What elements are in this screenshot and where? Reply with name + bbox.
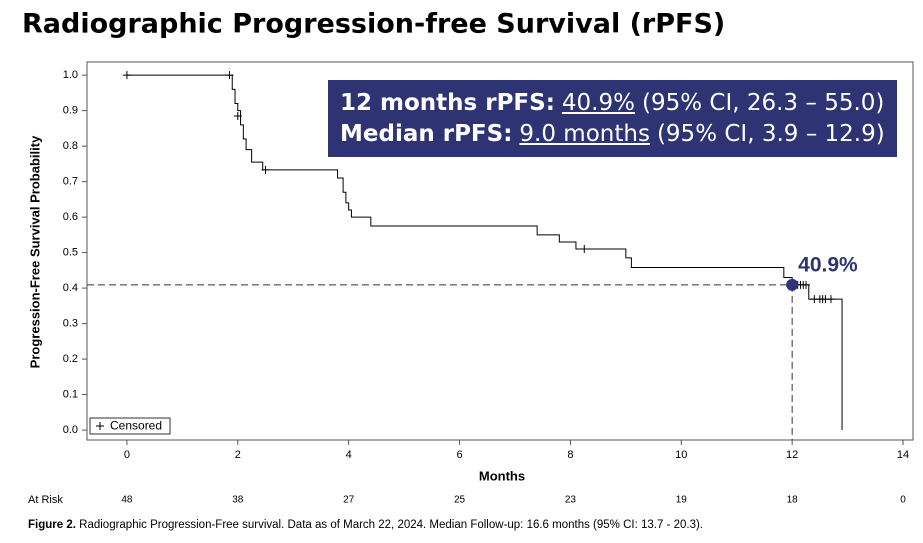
info-line: Median rPFS: 9.0 months (95% CI, 3.9 – 12.… <box>340 119 897 150</box>
y-tick-label: 0.9 <box>63 105 78 117</box>
censor-mark <box>122 71 131 80</box>
at-risk-value: 48 <box>121 495 133 506</box>
censor-mark <box>802 280 811 289</box>
x-tick-label: 4 <box>346 449 352 461</box>
y-tick-label: 0.2 <box>63 353 78 365</box>
highlight-label: 40.9% <box>798 253 858 276</box>
censor-mark <box>580 245 589 254</box>
x-tick-label: 2 <box>235 449 241 461</box>
y-tick-label: 0.5 <box>63 247 78 259</box>
legend-label: Censored <box>110 419 162 433</box>
info-line: 12 months rPFS: 40.9% (95% CI, 26.3 – 55.0… <box>340 88 897 119</box>
y-tick-label: 0.1 <box>63 388 78 400</box>
info-text: Median rPFS: <box>340 121 513 147</box>
x-tick-label: 0 <box>124 449 130 461</box>
info-text: 40.9% <box>561 90 635 116</box>
info-text: (95% CI, 3.9 – 12.9) <box>656 121 885 147</box>
at-risk-value: 23 <box>565 495 577 506</box>
y-tick-label: 0.3 <box>63 317 78 329</box>
x-tick-label: 6 <box>456 449 462 461</box>
legend-symbol <box>96 422 104 430</box>
caption: Figure 2. Radiographic Progression-Free … <box>28 519 703 531</box>
info-text: (95% CI, 26.3 – 55.0) <box>641 90 885 116</box>
info-text: 12 months rPFS: <box>340 90 555 116</box>
y-tick-label: 0.8 <box>63 140 78 152</box>
x-tick-label: 12 <box>786 449 798 461</box>
censor-mark <box>225 71 234 80</box>
survival-curve <box>126 74 843 431</box>
caption-text: Radiographic Progression-Free survival. … <box>79 519 703 531</box>
info-box: 12 months rPFS: 40.9% (95% CI, 26.3 – 55.0… <box>328 80 897 157</box>
censor-mark <box>261 165 270 174</box>
y-tick-label: 0.7 <box>63 176 78 188</box>
at-risk-value: 27 <box>343 495 355 506</box>
x-axis-label: Months <box>479 468 525 483</box>
chart-title: Radiographic Progression-free Survival (… <box>22 9 725 40</box>
y-tick-label: 0.0 <box>63 424 78 436</box>
censor-mark <box>826 295 835 304</box>
censor-mark <box>233 111 242 120</box>
at-risk-value: 25 <box>454 495 466 506</box>
legend-box <box>89 417 171 435</box>
y-axis-label: Progression-Free Survival Probability <box>27 135 42 368</box>
x-tick-label: 8 <box>567 449 573 461</box>
highlight-point <box>786 278 799 291</box>
x-tick-label: 14 <box>897 449 909 461</box>
y-tick-label: 0.4 <box>63 282 78 294</box>
plot-frame <box>86 61 914 441</box>
at-risk-value: 0 <box>900 495 906 506</box>
info-text: 9.0 months <box>519 121 650 147</box>
at-risk-value: 19 <box>676 495 688 506</box>
caption-lead: Figure 2. <box>28 519 76 531</box>
at-risk-value: 38 <box>232 495 244 506</box>
x-tick-label: 10 <box>675 449 687 461</box>
y-tick-label: 1.0 <box>63 69 78 81</box>
at-risk-label: At Risk <box>28 494 63 506</box>
y-tick-label: 0.6 <box>63 211 78 223</box>
at-risk-value: 18 <box>787 495 799 506</box>
